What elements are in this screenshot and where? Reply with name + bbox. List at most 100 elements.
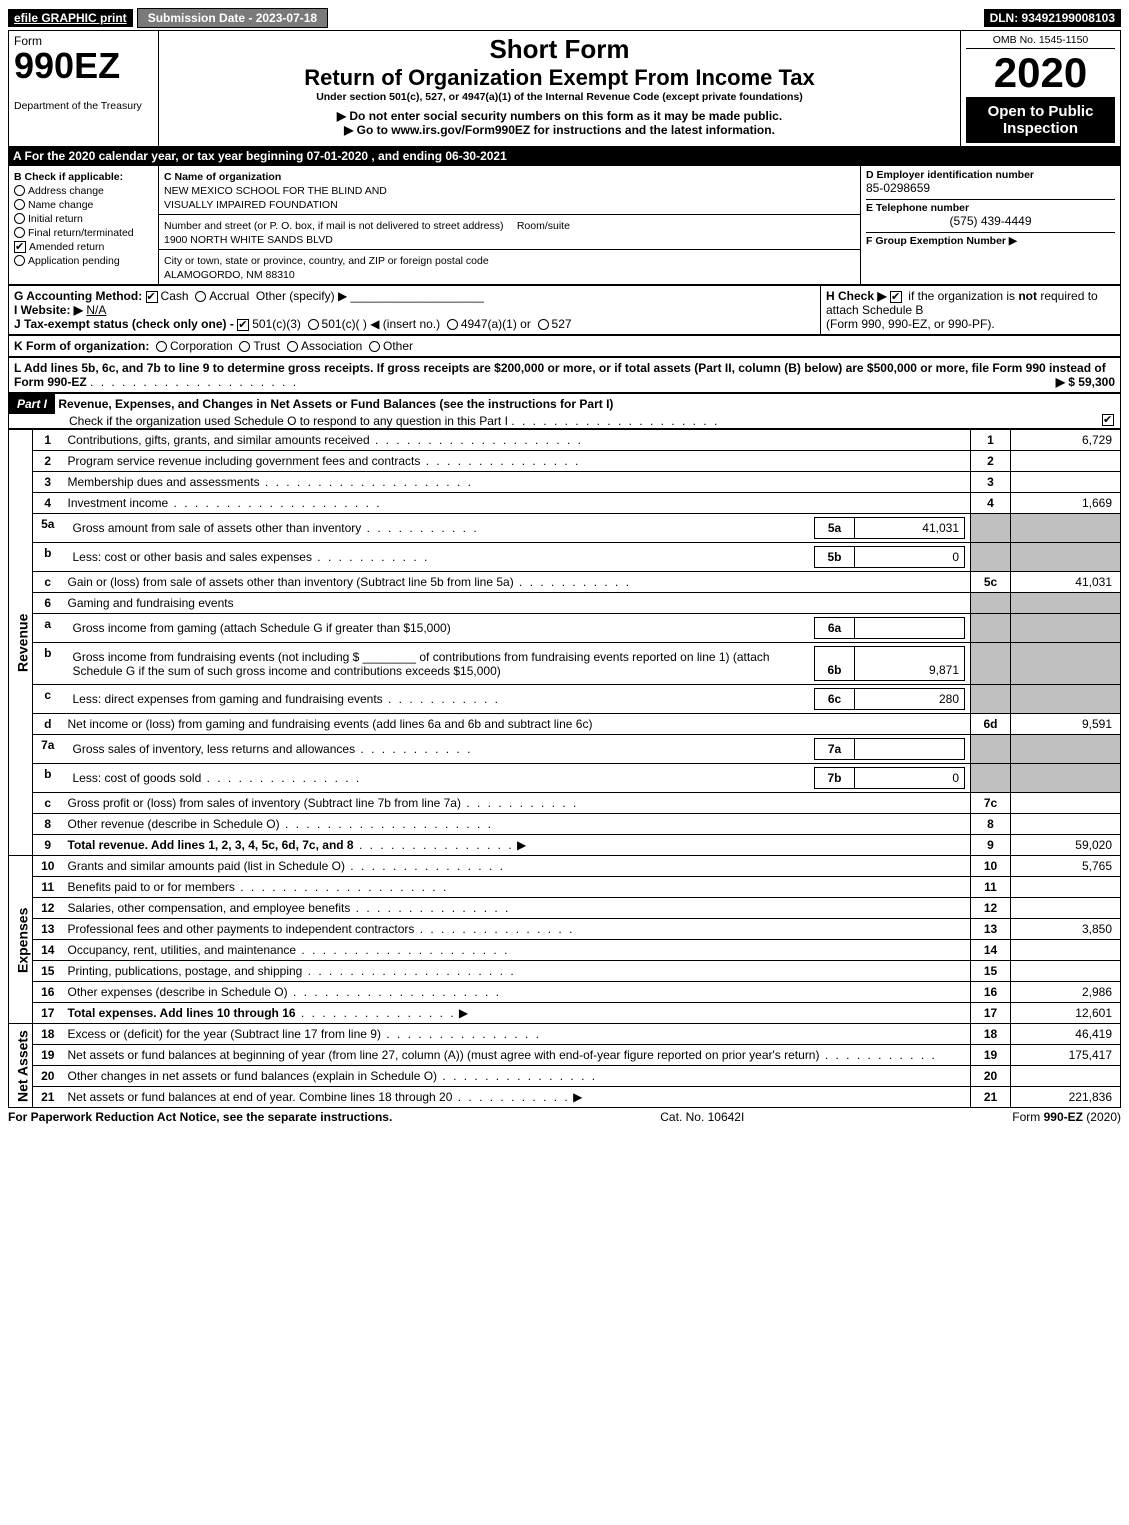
line-7b-ibox: 7b [815, 768, 855, 789]
checkbox-name-change[interactable] [14, 199, 25, 210]
street: 1900 NORTH WHITE SANDS BLVD [164, 234, 333, 246]
line-4-amt: 1,669 [1011, 493, 1121, 514]
chk-other-org[interactable] [369, 341, 380, 352]
part1-heading: Revenue, Expenses, and Changes in Net As… [58, 397, 613, 411]
line-17-no: 17 [33, 1003, 63, 1024]
main-title: Return of Organization Exempt From Incom… [164, 65, 955, 91]
line-7c-box: 7c [971, 793, 1011, 814]
line-5a-desc: Gross amount from sale of assets other t… [73, 521, 362, 535]
line-20-box: 20 [971, 1066, 1011, 1087]
line-10-desc: Grants and similar amounts paid (list in… [68, 859, 345, 873]
line-21-box: 21 [971, 1087, 1011, 1108]
addr-label: Number and street (or P. O. box, if mail… [164, 220, 503, 232]
line-5c-no: c [33, 572, 63, 593]
chk-4947[interactable] [447, 319, 458, 330]
line-7a-ibox: 7a [815, 739, 855, 760]
line-5a-shade [971, 514, 1011, 543]
k-block: K Form of organization: Corporation Trus… [8, 335, 1121, 357]
city-label: City or town, state or province, country… [164, 255, 489, 267]
line-8-no: 8 [33, 814, 63, 835]
line-8-amt [1011, 814, 1121, 835]
line-2-desc: Program service revenue including govern… [68, 454, 421, 468]
k-corp: Corporation [170, 339, 233, 353]
line-6c-ibox: 6c [815, 689, 855, 710]
checkbox-cash[interactable] [146, 291, 158, 303]
line-6c-no: c [33, 685, 63, 714]
efile-print-link[interactable]: efile GRAPHIC print [8, 9, 133, 27]
line-3-amt [1011, 472, 1121, 493]
e-label: E Telephone number [866, 199, 1115, 214]
website: N/A [86, 303, 106, 317]
line-5c-amt: 41,031 [1011, 572, 1121, 593]
chk-527[interactable] [538, 319, 549, 330]
line-5b-ibox: 5b [815, 547, 855, 568]
g-h-block: G Accounting Method: Cash Accrual Other … [8, 285, 1121, 335]
chk-trust[interactable] [239, 341, 250, 352]
part1-label: Part I [9, 394, 55, 414]
chk-association[interactable] [287, 341, 298, 352]
tax-year-period: A For the 2020 calendar year, or tax yea… [8, 147, 1121, 165]
line-11-box: 11 [971, 877, 1011, 898]
warning-ssn: ▶ Do not enter social security numbers o… [164, 109, 955, 123]
line-2-no: 2 [33, 451, 63, 472]
chk-501c3[interactable] [237, 319, 249, 331]
line-6d-desc: Net income or (loss) from gaming and fun… [68, 717, 593, 731]
line-11-no: 11 [33, 877, 63, 898]
k-other: Other [383, 339, 413, 353]
line-1-amt: 6,729 [1011, 430, 1121, 451]
checkbox-amended-return[interactable] [14, 241, 26, 253]
checkbox-initial-return[interactable] [14, 213, 25, 224]
line-18-amt: 46,419 [1011, 1024, 1121, 1045]
checkbox-address-change[interactable] [14, 185, 25, 196]
checkbox-accrual[interactable] [195, 291, 206, 302]
chk-corporation[interactable] [156, 341, 167, 352]
chk-501c[interactable] [308, 319, 319, 330]
line-15-box: 15 [971, 961, 1011, 982]
checkbox-final-return[interactable] [14, 227, 25, 238]
line-6d-no: d [33, 714, 63, 735]
f-label: F Group Exemption Number ▶ [866, 232, 1115, 247]
org-name-2: VISUALLY IMPAIRED FOUNDATION [164, 199, 338, 211]
open-to-public: Open to Public Inspection [966, 97, 1115, 143]
org-name-1: NEW MEXICO SCHOOL FOR THE BLIND AND [164, 185, 387, 197]
checkbox-h[interactable] [890, 291, 902, 303]
line-12-no: 12 [33, 898, 63, 919]
form-header: Form 990EZ Department of the Treasury Sh… [8, 30, 1121, 147]
instructions-link[interactable]: ▶ Go to www.irs.gov/Form990EZ for instru… [164, 123, 955, 137]
submission-date: Submission Date - 2023-07-18 [137, 8, 328, 28]
checkbox-schedule-o[interactable] [1102, 414, 1114, 426]
line-6b-no: b [33, 643, 63, 685]
dept-treasury: Department of the Treasury [14, 100, 142, 112]
k-trust: Trust [253, 339, 280, 353]
line-5b-no: b [33, 543, 63, 572]
line-8-box: 8 [971, 814, 1011, 835]
omb-number: OMB No. 1545-1150 [966, 34, 1115, 49]
i-label: I Website: ▶ [14, 303, 83, 317]
line-10-box: 10 [971, 856, 1011, 877]
line-6-desc: Gaming and fundraising events [68, 596, 234, 610]
opt-address-change: Address change [28, 185, 104, 197]
checkbox-application-pending[interactable] [14, 255, 25, 266]
line-14-box: 14 [971, 940, 1011, 961]
line-6d-amt: 9,591 [1011, 714, 1121, 735]
line-20-amt [1011, 1066, 1121, 1087]
part1-header: Part I Revenue, Expenses, and Changes in… [8, 393, 1121, 429]
ein: 85-0298659 [866, 181, 1115, 195]
line-17-box: 17 [971, 1003, 1011, 1024]
line-15-desc: Printing, publications, postage, and shi… [68, 964, 303, 978]
opt-application-pending: Application pending [28, 255, 120, 267]
room-label: Room/suite [517, 220, 570, 232]
line-13-amt: 3,850 [1011, 919, 1121, 940]
line-13-desc: Professional fees and other payments to … [68, 922, 415, 936]
footer-left: For Paperwork Reduction Act Notice, see … [8, 1110, 392, 1124]
line-16-box: 16 [971, 982, 1011, 1003]
line-5a-no: 5a [33, 514, 63, 543]
line-5c-desc: Gain or (loss) from sale of assets other… [68, 575, 514, 589]
footer-right: Form 990-EZ (2020) [1012, 1110, 1121, 1124]
l-amount: ▶ $ 59,300 [1056, 375, 1115, 389]
line-1-desc: Contributions, gifts, grants, and simila… [68, 433, 370, 447]
line-8-desc: Other revenue (describe in Schedule O) [68, 817, 280, 831]
j-label: J Tax-exempt status (check only one) - [14, 317, 234, 331]
line-7a-desc: Gross sales of inventory, less returns a… [73, 742, 356, 756]
line-1-box: 1 [971, 430, 1011, 451]
